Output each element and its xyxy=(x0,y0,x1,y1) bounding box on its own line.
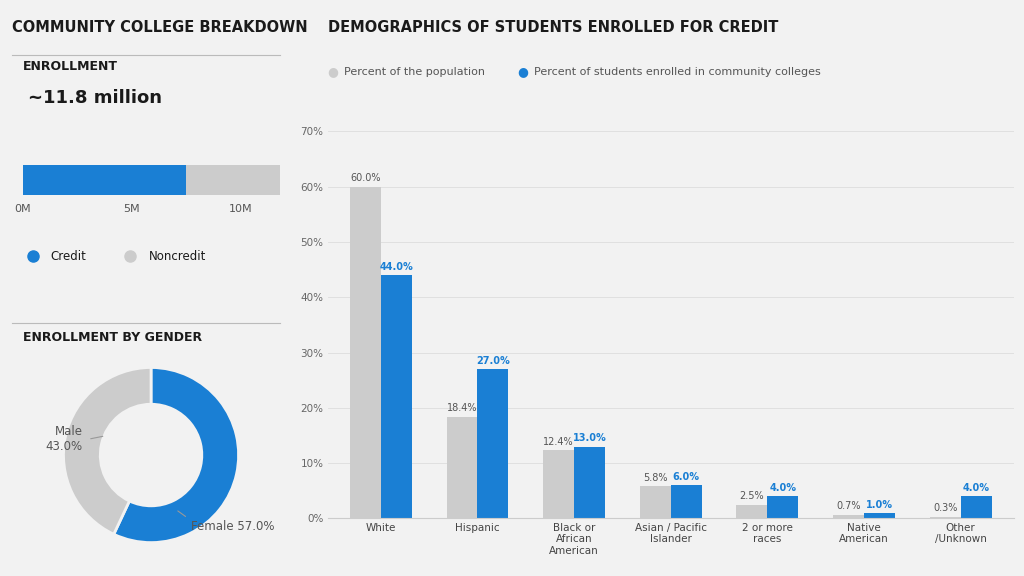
Text: 44.0%: 44.0% xyxy=(380,262,413,272)
Bar xyxy=(671,485,701,518)
Text: 10M: 10M xyxy=(228,204,252,214)
Text: 5.8%: 5.8% xyxy=(643,473,668,483)
Text: 0M: 0M xyxy=(14,204,31,214)
Bar xyxy=(736,505,767,518)
Text: 4.0%: 4.0% xyxy=(963,483,989,493)
Text: 0.7%: 0.7% xyxy=(837,501,861,511)
Text: ●: ● xyxy=(328,66,339,78)
Text: ~11.8 million: ~11.8 million xyxy=(28,89,162,107)
Wedge shape xyxy=(114,367,239,543)
Text: 6.0%: 6.0% xyxy=(673,472,699,482)
Bar xyxy=(477,369,508,518)
Text: 1.0%: 1.0% xyxy=(866,499,893,510)
Bar xyxy=(574,446,605,518)
Bar xyxy=(186,165,280,195)
Text: Credit: Credit xyxy=(51,250,87,263)
Text: 18.4%: 18.4% xyxy=(446,403,477,414)
Text: 60.0%: 60.0% xyxy=(350,173,381,183)
Bar xyxy=(930,517,961,518)
Bar xyxy=(640,486,671,518)
Text: Noncredit: Noncredit xyxy=(148,250,206,263)
Text: 27.0%: 27.0% xyxy=(476,356,510,366)
Bar xyxy=(834,514,864,518)
Text: Female 57.0%: Female 57.0% xyxy=(191,520,274,533)
Text: 0.3%: 0.3% xyxy=(933,503,957,513)
Text: 12.4%: 12.4% xyxy=(544,437,573,446)
Text: DEMOGRAPHICS OF STUDENTS ENROLLED FOR CREDIT: DEMOGRAPHICS OF STUDENTS ENROLLED FOR CR… xyxy=(328,20,778,35)
Text: ●: ● xyxy=(517,66,528,78)
Wedge shape xyxy=(63,367,152,535)
Bar xyxy=(23,165,186,195)
Text: ENROLLMENT BY GENDER: ENROLLMENT BY GENDER xyxy=(23,331,202,344)
Bar xyxy=(446,416,477,518)
Bar xyxy=(543,450,574,518)
Bar xyxy=(864,513,895,518)
Bar xyxy=(350,187,381,518)
Text: COMMUNITY COLLEGE BREAKDOWN: COMMUNITY COLLEGE BREAKDOWN xyxy=(12,20,308,35)
Text: Percent of the population: Percent of the population xyxy=(344,67,485,77)
Text: 4.0%: 4.0% xyxy=(769,483,797,493)
Text: Percent of students enrolled in community colleges: Percent of students enrolled in communit… xyxy=(534,67,820,77)
Text: Male
43.0%: Male 43.0% xyxy=(46,425,83,453)
Text: 5M: 5M xyxy=(123,204,139,214)
Bar xyxy=(767,497,799,518)
Text: ENROLLMENT: ENROLLMENT xyxy=(23,60,118,74)
Text: 2.5%: 2.5% xyxy=(739,491,764,501)
Text: 13.0%: 13.0% xyxy=(572,433,606,443)
Bar xyxy=(381,275,412,518)
Bar xyxy=(961,497,991,518)
